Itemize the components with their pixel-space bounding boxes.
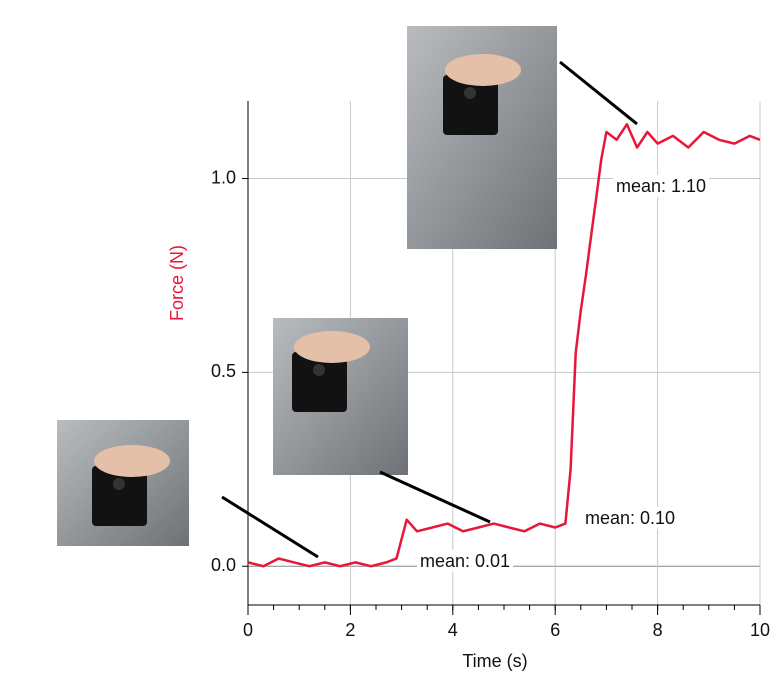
x-tick-label: 4 [448,620,458,640]
x-tick-label: 2 [345,620,355,640]
y-tick-label: 1.0 [211,167,236,187]
sensor [92,466,147,526]
hand [294,331,370,363]
x-tick-label: 8 [653,620,663,640]
annotation-bg [417,549,514,572]
annotation: mean: 0.01 [420,551,510,571]
annotation: mean: 0.10 [585,508,675,528]
pointer-line [221,495,319,559]
x-tick-label: 0 [243,620,253,640]
sensor [292,352,347,412]
y-tick-label: 0.0 [211,555,236,575]
y-tick-label: 0.5 [211,361,236,381]
annotation-bg [582,506,679,529]
y-axis-label: Force (N) [167,245,187,321]
annotation-bg [613,174,710,197]
annotation: mean: 1.10 [616,176,706,196]
hand [445,54,521,86]
sensor [443,75,498,135]
pointer-line [559,60,638,126]
x-tick-label: 10 [750,620,770,640]
force-line [247,123,761,568]
sensor-hole [113,478,125,490]
sensor-hole [464,87,476,99]
sensor-hole [313,364,325,376]
x-axis-label: Time (s) [462,651,527,671]
x-tick-label: 6 [550,620,560,640]
pointer-line [379,470,491,524]
hand [94,445,170,477]
